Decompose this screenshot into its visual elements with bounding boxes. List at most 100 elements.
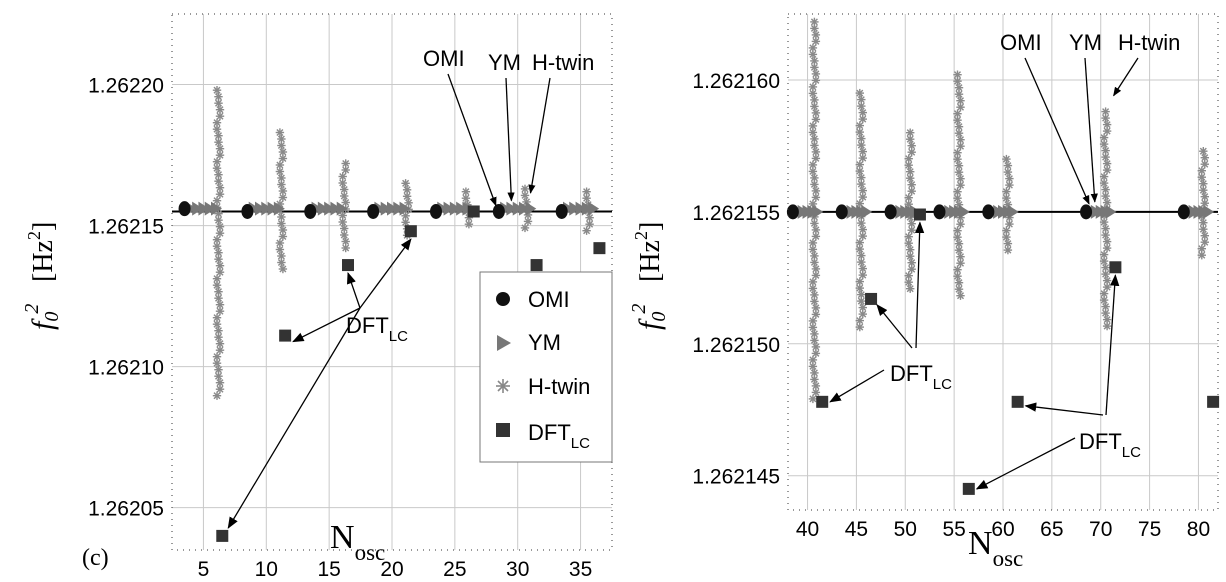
right-htwin-point bbox=[855, 166, 864, 176]
right-htwin-point bbox=[1101, 230, 1110, 240]
left-panel: 5 10 15 20 25 30 35 1.262051.262101.262151.262… bbox=[21, 13, 613, 581]
left-y-tick-label: 1.26205 bbox=[88, 498, 164, 521]
left-dft-arrow bbox=[346, 271, 361, 309]
right-y-tick-label: 1.262150 bbox=[692, 334, 780, 357]
right-htwin-point bbox=[1199, 224, 1208, 234]
left-x-tick-label: 10 bbox=[255, 558, 278, 581]
left-htwin-point bbox=[275, 245, 285, 254]
left-annot-ym-label: YM bbox=[488, 50, 521, 75]
right-htwin-point bbox=[811, 37, 821, 46]
left-y-ticks: 1.26205 1.26210 1.26215 1.26220 bbox=[88, 75, 164, 521]
right-htwin-point bbox=[808, 284, 818, 293]
right-htwin-point bbox=[810, 368, 819, 378]
right-htwin-point bbox=[857, 173, 866, 182]
left-htwin-point bbox=[214, 294, 223, 303]
left-x-axis-label: Nosc bbox=[330, 519, 385, 565]
right-htwin-point bbox=[810, 134, 819, 144]
right-x-tick-label: 65 bbox=[1040, 518, 1063, 541]
left-y-tick-label: 1.26215 bbox=[88, 216, 164, 239]
left-htwin-point bbox=[277, 180, 286, 189]
right-htwin-point bbox=[811, 342, 821, 352]
left-ym-point bbox=[506, 201, 518, 216]
right-htwin-point bbox=[1102, 243, 1112, 253]
right-ym-point bbox=[958, 204, 970, 219]
right-htwin-point bbox=[1199, 185, 1208, 195]
left-ym-point bbox=[198, 201, 210, 216]
right-htwin-point bbox=[953, 232, 962, 242]
left-htwin-point bbox=[215, 228, 225, 238]
left-htwin-point bbox=[523, 217, 533, 226]
right-x-ticks: 40 45 50 55 60 65 70 75 80 bbox=[796, 518, 1210, 541]
right-y-tick-label: 1.262145 bbox=[692, 466, 780, 489]
left-ym-point bbox=[267, 201, 279, 216]
right-htwin-point bbox=[1099, 217, 1109, 227]
right-htwin-point bbox=[1003, 239, 1013, 248]
right-htwin-point bbox=[907, 147, 916, 157]
left-omi-point bbox=[555, 203, 568, 219]
right-htwin-point bbox=[906, 128, 915, 137]
right-htwin-point bbox=[1099, 139, 1109, 149]
right-htwin-point bbox=[1200, 153, 1210, 162]
right-htwin-point bbox=[810, 56, 819, 66]
left-omi-point bbox=[492, 203, 505, 219]
right-htwin-point bbox=[1197, 250, 1207, 260]
right-annot-htwin-label: H-twin bbox=[1118, 30, 1180, 55]
right-ym-point bbox=[1007, 204, 1019, 219]
right-htwin-point bbox=[811, 76, 821, 85]
right-htwin-point bbox=[810, 258, 819, 267]
right-htwin-point bbox=[808, 160, 818, 170]
left-htwin-point bbox=[215, 150, 225, 160]
right-annot-ym-arrow bbox=[1084, 57, 1098, 203]
right-htwin-point bbox=[858, 231, 867, 241]
right-y-axis-label: f02 [Hz2] bbox=[628, 222, 670, 330]
left-annot-dft-label: DFTLC bbox=[346, 313, 408, 345]
right-htwin-point bbox=[855, 121, 864, 130]
right-htwin-point bbox=[810, 375, 819, 384]
right-htwin-point bbox=[858, 309, 867, 319]
right-htwin-point bbox=[808, 89, 818, 98]
right-htwin-point bbox=[954, 245, 964, 255]
right-htwin-point bbox=[810, 290, 819, 300]
right-htwin-point bbox=[1002, 232, 1011, 242]
legend-htwin-label: H-twin bbox=[528, 374, 590, 399]
right-htwin-point bbox=[904, 238, 913, 248]
left-y-tick-label: 1.26220 bbox=[88, 75, 164, 98]
right-htwin-point bbox=[811, 232, 821, 241]
right-plot-frame bbox=[787, 13, 1219, 511]
right-x-tick-label: 70 bbox=[1089, 518, 1112, 541]
right-htwin-point bbox=[857, 218, 866, 228]
svg-text:f02: f02 bbox=[21, 304, 63, 330]
right-grid bbox=[788, 14, 1218, 510]
right-dft-point bbox=[865, 292, 878, 305]
left-htwin-point bbox=[461, 193, 471, 203]
right-annot-omi-label: OMI bbox=[1000, 30, 1042, 55]
right-annot-dft-label-1: DFTLC bbox=[890, 361, 952, 393]
left-htwin-point bbox=[212, 157, 222, 166]
right-htwin-point bbox=[811, 154, 821, 163]
right-htwin-point bbox=[906, 173, 915, 183]
left-htwin-point bbox=[212, 163, 222, 173]
left-y-axis-label: f02 [Hz2] bbox=[21, 222, 63, 330]
right-x-tick-label: 75 bbox=[1138, 518, 1161, 541]
left-htwin-point bbox=[215, 144, 225, 153]
right-htwin-point bbox=[1101, 185, 1110, 194]
left-htwin-point bbox=[277, 219, 286, 228]
left-htwin-point bbox=[582, 187, 591, 196]
left-x-tick-label: 15 bbox=[317, 558, 340, 581]
right-htwin-point bbox=[906, 252, 915, 261]
right-htwin-point bbox=[953, 148, 962, 157]
right-htwin-point bbox=[811, 349, 821, 358]
left-htwin-point bbox=[401, 218, 410, 227]
right-htwin-point bbox=[1005, 219, 1014, 229]
right-x-axis-label: Nosc bbox=[968, 525, 1023, 571]
right-htwin-point bbox=[1102, 159, 1112, 168]
right-htwin-point bbox=[857, 134, 866, 143]
right-dft-point bbox=[913, 208, 926, 221]
right-htwin-point bbox=[811, 271, 821, 280]
right-annot-omi-arrow bbox=[1024, 57, 1090, 205]
right-htwin-point bbox=[808, 362, 818, 371]
right-htwin-point bbox=[953, 187, 962, 196]
right-dft-markers bbox=[816, 208, 1220, 495]
right-htwin-point bbox=[811, 147, 821, 157]
